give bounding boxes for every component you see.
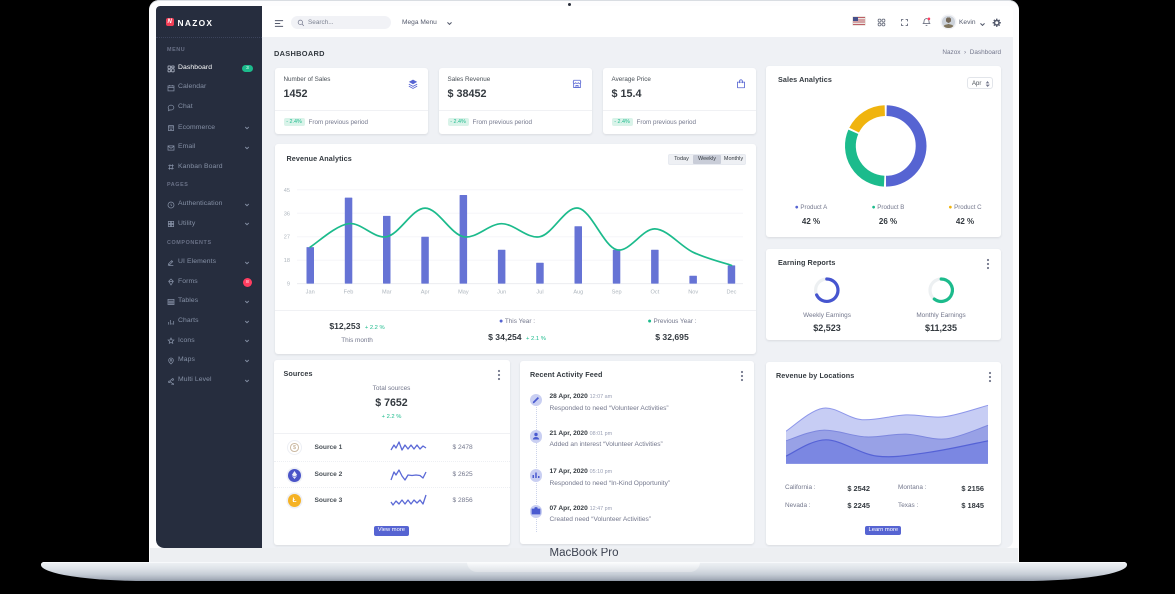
svg-text:36: 36 <box>283 211 289 217</box>
svg-text:27: 27 <box>283 235 289 241</box>
svg-text:Jan: Jan <box>305 290 314 296</box>
svg-text:Sep: Sep <box>611 290 621 296</box>
svg-text:45: 45 <box>283 188 289 194</box>
svg-text:Feb: Feb <box>343 290 353 296</box>
svg-text:18: 18 <box>283 258 289 264</box>
svg-text:Dec: Dec <box>726 290 736 296</box>
svg-text:Oct: Oct <box>650 290 659 296</box>
svg-text:Mar: Mar <box>381 290 391 296</box>
svg-text:Aug: Aug <box>573 290 583 296</box>
svg-text:Jun: Jun <box>497 290 506 296</box>
svg-text:Apr: Apr <box>420 290 429 296</box>
svg-text:May: May <box>458 290 469 296</box>
svg-text:9: 9 <box>286 282 289 288</box>
svg-text:Nov: Nov <box>688 290 698 296</box>
svg-text:Jul: Jul <box>536 290 543 296</box>
